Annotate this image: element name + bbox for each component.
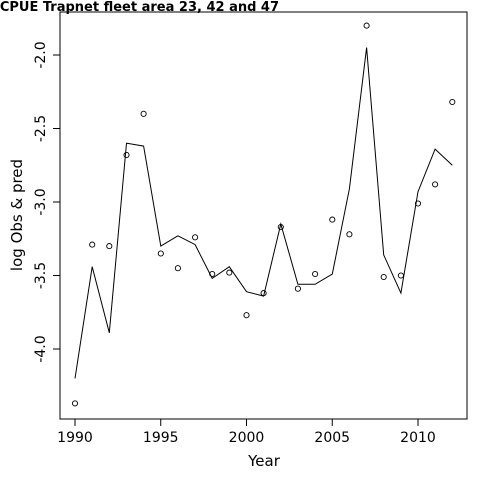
y-axis: -2.0 -2.5 -3.0 -3.5 -4.0 <box>33 41 61 363</box>
x-axis: 1990 1995 2000 2005 2010 <box>57 418 436 446</box>
x-tick-label: 1995 <box>143 430 179 446</box>
observed-point <box>363 22 370 29</box>
chart-title: 03: CPUE Trapnet fleet area 23, 42 and 4… <box>0 0 279 15</box>
x-tick-label: 2010 <box>400 430 436 446</box>
observed-point <box>414 200 422 207</box>
observed-point <box>346 231 353 238</box>
observed-point <box>226 269 233 276</box>
observed-point <box>106 243 113 250</box>
y-tick-label: -2.5 <box>33 115 49 142</box>
y-axis-label: log Obs & pred <box>8 159 26 271</box>
observed-point <box>294 285 301 292</box>
observed-point <box>397 272 404 279</box>
series-layer <box>71 22 456 407</box>
observed-point <box>432 181 439 188</box>
x-tick-label: 2000 <box>229 430 265 446</box>
y-tick-label: -4.0 <box>33 335 49 362</box>
observed-point <box>243 312 250 319</box>
observed-point <box>380 273 387 281</box>
plot-frame <box>59 11 468 420</box>
observed-point <box>329 216 336 223</box>
observed-point <box>192 234 199 241</box>
observed-point <box>174 265 181 272</box>
observed-point <box>71 400 79 407</box>
observed-point <box>157 250 164 257</box>
observed-point <box>140 110 147 117</box>
x-tick-label: 1990 <box>57 430 93 446</box>
y-tick-label: -3.0 <box>33 188 49 215</box>
observed-point <box>89 241 96 248</box>
observed-point <box>449 98 456 106</box>
y-tick-label: -3.5 <box>33 262 49 289</box>
observed-point <box>123 151 130 159</box>
y-tick-label: -2.0 <box>33 41 49 68</box>
x-axis-label: Year <box>247 452 281 470</box>
observed-point <box>312 270 319 278</box>
predicted-line <box>74 47 453 379</box>
x-tick-label: 2005 <box>314 430 350 446</box>
